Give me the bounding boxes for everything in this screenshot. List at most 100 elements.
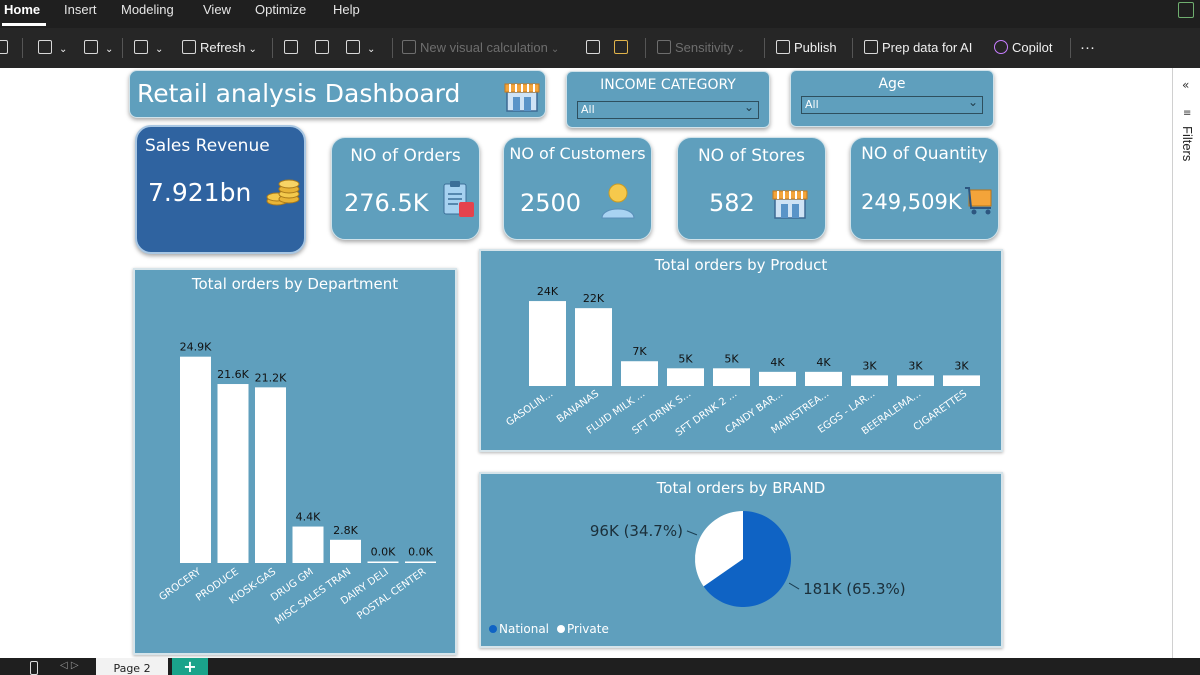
department-bar-chart: 24.9KGROCERY21.6KPRODUCE21.2KKIOSK-GAS4.… xyxy=(157,341,436,627)
add-page-button[interactable]: + xyxy=(172,658,208,675)
store-icon xyxy=(772,190,808,219)
menu-modeling[interactable]: Modeling xyxy=(121,2,174,17)
bar[interactable] xyxy=(897,375,934,386)
page-nav-arrows-icon[interactable]: ◁ ▷ xyxy=(60,660,79,671)
customers-card: NO of Customers 2500 xyxy=(503,137,652,240)
mobile-layout-icon[interactable] xyxy=(30,661,38,675)
sensitivity-button[interactable]: Sensitivity ⌄ xyxy=(657,38,745,58)
bar[interactable] xyxy=(255,387,286,563)
prep-data-icon xyxy=(864,40,878,54)
income-category-dropdown[interactable]: All ⌄ xyxy=(577,100,759,119)
brush-icon xyxy=(0,40,8,54)
leader-line xyxy=(788,582,800,590)
new-visual-calc-label: New visual calculation xyxy=(420,40,548,55)
calc-icon xyxy=(402,40,416,54)
textbox-icon xyxy=(315,40,329,54)
data-label: 21.6K xyxy=(217,368,249,381)
age-dropdown[interactable]: All ⌄ xyxy=(801,95,983,114)
menu-home[interactable]: Home xyxy=(4,2,41,17)
bar[interactable] xyxy=(529,301,566,386)
bar[interactable] xyxy=(759,371,796,386)
sales-revenue-title: Sales Revenue xyxy=(145,136,270,156)
menu-optimize[interactable]: Optimize xyxy=(255,2,307,17)
bar[interactable] xyxy=(367,561,399,564)
data-source-button[interactable]: ⌄ xyxy=(84,38,113,58)
income-category-title: INCOME CATEGORY xyxy=(600,77,736,93)
bar[interactable] xyxy=(851,375,888,386)
ribbon-separator xyxy=(122,38,123,58)
slice-label: 96K (34.7%) xyxy=(590,522,683,540)
new-visual-calculation-button[interactable]: New visual calculation ⌄ xyxy=(402,38,559,58)
filters-label[interactable]: Filters xyxy=(1180,126,1195,162)
leader-line xyxy=(686,530,698,536)
page-tabs-bar: ◁ ▷ Page 2 + xyxy=(0,658,1200,675)
ribbon-separator xyxy=(852,38,853,58)
new-measure-button[interactable] xyxy=(586,38,604,58)
publish-label: Publish xyxy=(794,40,837,55)
brand-chart-title: Total orders by BRAND xyxy=(656,479,826,497)
quantity-value: 249,509K xyxy=(861,190,962,214)
chevron-down-icon: ⌄ xyxy=(967,95,978,109)
bar[interactable] xyxy=(943,375,980,386)
text-box-button[interactable] xyxy=(315,38,333,58)
calculator-icon xyxy=(586,40,600,54)
bar[interactable] xyxy=(217,384,249,563)
publish-button[interactable]: Publish xyxy=(776,38,837,58)
refresh-button[interactable]: Refresh ⌄ xyxy=(182,38,257,58)
bar[interactable] xyxy=(405,561,436,564)
bar[interactable] xyxy=(713,368,750,386)
new-visual-button[interactable] xyxy=(284,38,302,58)
clock-doc-icon xyxy=(84,40,98,54)
menu-help[interactable]: Help xyxy=(333,2,360,17)
copilot-button[interactable]: Copilot xyxy=(994,38,1052,58)
filters-pane[interactable]: « ≡ Filters xyxy=(1172,68,1200,658)
age-slicer[interactable]: Age All ⌄ xyxy=(790,70,994,127)
legend-label[interactable]: National xyxy=(499,622,549,636)
dashboard-title-card: Retail analysis Dashboard xyxy=(129,70,546,118)
get-data-button[interactable]: ⌄ xyxy=(38,38,67,58)
customers-value: 2500 xyxy=(520,189,582,217)
pie-slice[interactable] xyxy=(695,511,743,587)
data-label: 3K xyxy=(954,359,969,372)
income-category-slicer[interactable]: INCOME CATEGORY All ⌄ xyxy=(566,71,770,128)
pie-slice[interactable] xyxy=(703,511,791,607)
bar[interactable] xyxy=(667,368,704,386)
sensitivity-label: Sensitivity xyxy=(675,40,734,55)
prep-data-button[interactable]: Prep data for AI xyxy=(864,38,972,58)
bar[interactable] xyxy=(621,361,658,386)
brand-chart-panel: Total orders by BRAND 181K (65.3%) 96K (3… xyxy=(479,472,1003,648)
copilot-icon xyxy=(994,40,1008,54)
bar[interactable] xyxy=(805,371,842,386)
bar[interactable] xyxy=(180,356,211,563)
orders-card: NO of Orders 276.5K xyxy=(331,137,480,240)
data-label: 4K xyxy=(816,356,831,369)
quantity-card: NO of Quantity 249,509K xyxy=(850,137,999,240)
age-value: All xyxy=(805,98,819,111)
dashboard-title: Retail analysis Dashboard xyxy=(137,79,461,108)
menu-insert[interactable]: Insert xyxy=(64,2,97,17)
bar[interactable] xyxy=(330,539,361,563)
page-tab[interactable]: Page 2 xyxy=(96,658,168,675)
collapse-icon[interactable]: « xyxy=(1182,78,1190,92)
transform-icon xyxy=(134,40,148,54)
legend-label[interactable]: Private xyxy=(567,622,609,636)
bar[interactable] xyxy=(292,526,324,563)
more-visuals-button[interactable]: ⌄ xyxy=(346,38,375,58)
bar[interactable] xyxy=(575,308,612,386)
sales-revenue-value: 7.921bn xyxy=(148,178,252,207)
data-label: 5K xyxy=(678,352,693,365)
quick-measure-button[interactable] xyxy=(614,38,632,58)
stores-value: 582 xyxy=(709,189,755,217)
user-icon xyxy=(601,183,635,219)
data-label: 7K xyxy=(632,345,647,358)
category-label: POSTAL CENTER xyxy=(355,566,428,622)
more-options-button[interactable]: ··· xyxy=(1080,39,1095,56)
category-label: GASOLIN... xyxy=(504,388,555,428)
transform-button[interactable]: ⌄ xyxy=(134,38,163,58)
data-label: 0.0K xyxy=(408,546,433,559)
format-painter-button[interactable] xyxy=(0,38,12,58)
menu-view[interactable]: View xyxy=(203,2,231,17)
quantity-title: NO of Quantity xyxy=(861,144,988,164)
cart-icon xyxy=(965,187,992,215)
expand-icon[interactable] xyxy=(1178,2,1194,18)
